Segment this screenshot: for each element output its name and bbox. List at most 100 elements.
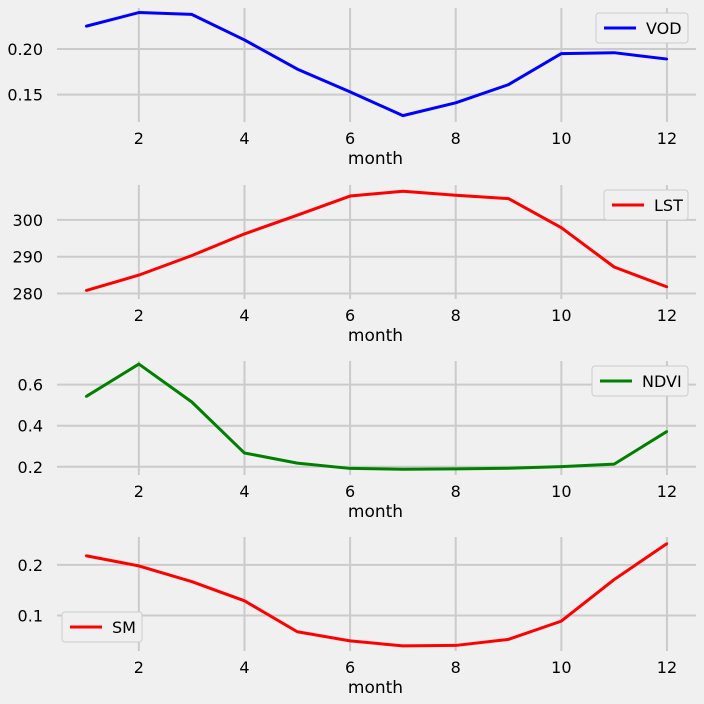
data-point: [243, 38, 246, 42]
x-tick-label: 6: [345, 482, 355, 501]
legend-label: NDVI: [642, 372, 682, 391]
data-point: [84, 289, 88, 292]
legend-box: [603, 189, 689, 221]
data-point: [190, 580, 193, 583]
data-point: [401, 644, 405, 648]
series-line-lst: [85, 189, 668, 292]
data-point: [507, 197, 510, 200]
legend: NDVI: [591, 365, 689, 397]
data-point: [348, 467, 352, 470]
y-tick-label: 280: [12, 284, 43, 303]
legend: LST: [603, 189, 689, 221]
data-point: [454, 644, 457, 647]
data-point: [348, 639, 352, 643]
x-tick-label: 12: [657, 306, 677, 325]
legend-label: LST: [654, 196, 683, 215]
y-tick-label: 0.1: [18, 607, 43, 626]
data-point: [560, 465, 563, 468]
data-point: [190, 400, 193, 404]
legend: VOD: [595, 12, 689, 44]
x-tick-label: 6: [345, 129, 355, 148]
x-tick-label: 8: [451, 658, 461, 677]
data-point: [84, 554, 88, 557]
data-point: [507, 83, 510, 86]
x-axis-label: month: [348, 678, 403, 698]
x-tick-label: 2: [134, 482, 144, 501]
data-point: [560, 52, 563, 55]
data-point: [296, 213, 299, 217]
x-tick-label: 10: [551, 306, 571, 325]
series-line-ndvi: [85, 362, 668, 471]
x-tick-label: 12: [657, 129, 677, 148]
x-tick-label: 2: [134, 306, 144, 325]
data-point: [190, 13, 193, 16]
x-tick-label: 8: [451, 129, 461, 148]
x-tick-label: 10: [551, 658, 571, 677]
subplot-3: 2 4 6 8 10 12 0.2 0.4 0.6 month NDVI: [18, 361, 696, 522]
legend-label: VOD: [646, 19, 682, 38]
data-point: [665, 285, 669, 289]
data-point: [190, 254, 193, 257]
x-tick-label: 2: [134, 658, 144, 677]
data-point: [612, 265, 616, 269]
subplot-2: 2 4 6 8 10 12 280 290 300 month LST: [12, 185, 696, 346]
y-tick-label: 300: [12, 211, 43, 230]
x-axis-label: month: [348, 326, 403, 346]
data-point: [137, 362, 141, 366]
x-tick-label: 10: [551, 129, 571, 148]
x-tick-label: 4: [239, 482, 249, 501]
data-point: [454, 194, 457, 197]
subplot-4: 2 4 6 8 10 12 0.1 0.2 month SM: [18, 537, 696, 698]
legend-label: SM: [112, 618, 136, 637]
data-point: [612, 462, 616, 466]
x-tick-label: 4: [239, 306, 249, 325]
data-point: [665, 430, 669, 433]
subplot-1: 2 4 6 8 10 12 0.15 0.20 month VOD: [7, 8, 696, 169]
data-point: [560, 619, 563, 623]
data-point: [665, 57, 669, 61]
data-point: [348, 90, 352, 94]
x-tick-label: 12: [657, 658, 677, 677]
x-axis-label: month: [348, 502, 403, 522]
x-tick-label: 4: [239, 658, 249, 677]
x-tick-label: 8: [451, 482, 461, 501]
y-tick-label: 0.2: [18, 458, 43, 477]
data-point: [296, 461, 299, 465]
data-point: [84, 395, 88, 398]
data-point: [243, 599, 246, 603]
data-point: [507, 638, 510, 641]
data-point: [507, 467, 510, 470]
data-point: [137, 273, 141, 277]
x-tick-label: 12: [657, 482, 677, 501]
x-tick-label: 8: [451, 306, 461, 325]
y-tick-label: 0.4: [18, 417, 43, 436]
legend-box: [595, 12, 689, 44]
data-point: [454, 101, 457, 105]
data-point: [348, 194, 352, 198]
data-point: [612, 578, 616, 581]
x-tick-label: 6: [345, 658, 355, 677]
x-tick-label: 6: [345, 306, 355, 325]
legend-box: [591, 365, 689, 397]
data-point: [401, 114, 405, 117]
data-point: [243, 232, 246, 236]
y-tick-label: 290: [12, 248, 43, 267]
data-point: [401, 190, 405, 193]
data-point: [137, 11, 141, 14]
data-point: [401, 468, 405, 471]
y-tick-label: 0.15: [7, 86, 43, 105]
y-tick-label: 0.20: [7, 40, 43, 59]
y-tick-label: 0.2: [18, 556, 43, 575]
data-point: [243, 451, 246, 455]
x-tick-label: 2: [134, 129, 144, 148]
x-tick-label: 4: [239, 129, 249, 148]
data-point: [296, 630, 299, 633]
data-point: [296, 67, 299, 71]
y-tick-label: 0.6: [18, 376, 43, 395]
data-point: [665, 542, 669, 545]
data-point: [137, 564, 141, 568]
x-tick-label: 10: [551, 482, 571, 501]
data-point: [612, 51, 616, 54]
